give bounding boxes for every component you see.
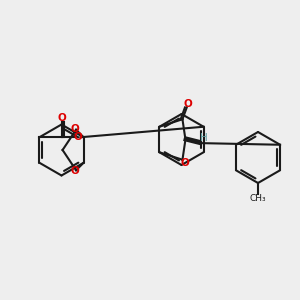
Text: O: O (58, 113, 66, 123)
Text: O: O (70, 166, 79, 176)
Text: O: O (181, 158, 189, 168)
Text: O: O (184, 98, 192, 109)
Text: CH₃: CH₃ (250, 194, 266, 203)
Text: O: O (70, 124, 79, 134)
Text: H: H (200, 133, 207, 143)
Text: O: O (73, 132, 82, 142)
